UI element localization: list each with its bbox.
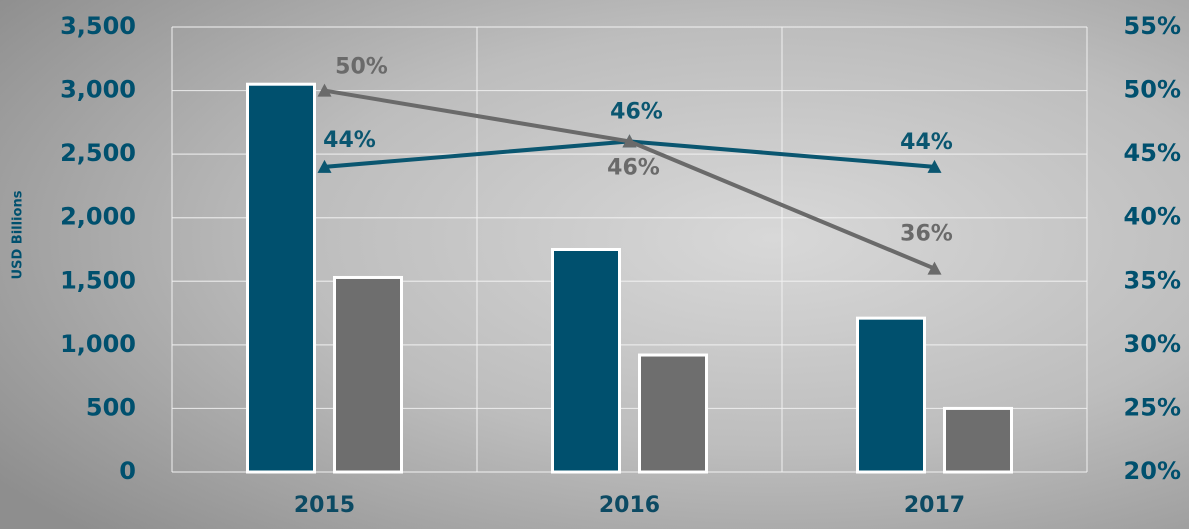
- y-tick-label: 0: [119, 457, 136, 485]
- data-label: 36%: [900, 222, 953, 247]
- y-tick-label: 1,000: [60, 330, 136, 358]
- y2-tick-label: 35%: [1124, 266, 1181, 294]
- data-label: 44%: [900, 130, 953, 155]
- y-tick-label: 3,000: [60, 76, 136, 104]
- data-label: 44%: [323, 128, 376, 153]
- y2-tick-label: 50%: [1124, 76, 1181, 104]
- chart: USD Billions 0 500 1,000 1,500 2,000 2,500 3,0…: [0, 0, 1189, 529]
- y-tick-label: 3,500: [60, 12, 136, 40]
- bar: [945, 408, 1012, 472]
- y2-tick-label: 40%: [1124, 203, 1181, 231]
- bar: [248, 84, 315, 472]
- bar: [640, 355, 707, 472]
- bar: [553, 250, 620, 473]
- y2-tick-label: 25%: [1124, 393, 1181, 421]
- x-tick-label: 2017: [904, 493, 965, 518]
- data-label: 46%: [610, 99, 663, 124]
- y-tick-label: 1,500: [60, 266, 136, 294]
- y-tick-label: 500: [86, 393, 136, 421]
- bar: [335, 277, 402, 472]
- x-tick-label: 2015: [294, 493, 355, 518]
- x-tick-label: 2016: [599, 493, 660, 518]
- bar: [858, 318, 925, 472]
- y-tick-label: 2,500: [60, 139, 136, 167]
- y2-tick-label: 20%: [1124, 457, 1181, 485]
- y2-tick-label: 55%: [1124, 12, 1181, 40]
- y2-tick-label: 30%: [1124, 330, 1181, 358]
- y-tick-label: 2,000: [60, 203, 136, 231]
- y-axis-title: USD Billions: [11, 190, 26, 279]
- data-label: 50%: [335, 55, 388, 80]
- data-label: 46%: [607, 155, 660, 180]
- y2-tick-label: 45%: [1124, 139, 1181, 167]
